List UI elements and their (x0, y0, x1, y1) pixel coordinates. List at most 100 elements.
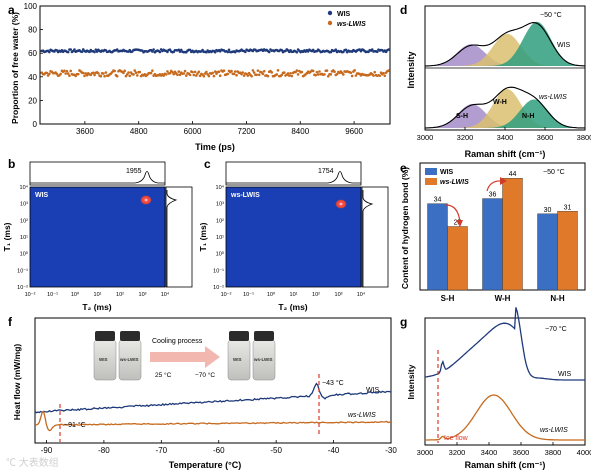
panel-d-label-top: WIS (557, 42, 571, 49)
y-tick-label: 80 (28, 26, 37, 35)
x-tick-label: 10⁰ (71, 291, 80, 298)
category-label: W-H (495, 294, 511, 303)
data-point (252, 71, 256, 74)
data-point (149, 71, 153, 75)
data-point (276, 69, 280, 72)
cooling-from: 25 °C (155, 371, 172, 379)
panel-c-letter: c (204, 157, 211, 171)
panel-f-letter: f (8, 315, 13, 329)
data-point (158, 50, 162, 54)
category-label: S-H (441, 294, 455, 303)
data-point (227, 48, 231, 52)
data-point (316, 73, 320, 76)
panel-d-ylabel: Intensity (406, 51, 416, 88)
data-point (242, 74, 246, 77)
component-fill (425, 44, 585, 66)
bottle-label-ws: ws-LWIS (253, 357, 273, 362)
data-point (177, 70, 181, 73)
data-point (45, 71, 49, 75)
x-tick-label: 4000 (577, 448, 591, 457)
data-point (318, 70, 321, 73)
data-point (335, 72, 339, 76)
data-point (102, 72, 105, 75)
y-tick-label: 10³ (216, 202, 224, 208)
panel-d-label-bottom: ws-LWIS (539, 94, 567, 101)
x-tick-label: 7200 (238, 127, 256, 136)
data-point (329, 50, 333, 54)
data-point (334, 48, 338, 52)
panel-e-ylabel: Content of hydrogen bond (%) (400, 167, 410, 289)
data-point (244, 50, 247, 54)
data-point (162, 74, 165, 77)
data-point (270, 71, 274, 74)
data-point (213, 50, 217, 54)
y-tick-label: 60 (28, 49, 37, 58)
panel-f: f Heat flow (mW/mg) WIS ws-LWIS WIS ws-L… (8, 315, 397, 470)
data-point (311, 48, 315, 52)
panel-e-temp: −50 °C (543, 168, 565, 176)
data-point (212, 74, 216, 78)
x-tick-label: 3000 (417, 133, 434, 142)
bar (447, 226, 468, 291)
data-point (354, 74, 358, 77)
panel-d: d Intensity −50 °C WIS ws-LWIS S-H W-H N… (400, 3, 591, 159)
x-tick-label: 10⁴ (357, 291, 366, 298)
data-point (344, 48, 348, 52)
data-point (267, 50, 271, 54)
data-point (63, 69, 66, 73)
x-tick-label: -90 (41, 446, 53, 455)
data-point (255, 73, 258, 77)
data-point (382, 71, 385, 75)
panel-e-arrowhead-wh (500, 177, 507, 185)
legend-marker (327, 20, 333, 26)
data-point (166, 50, 169, 54)
x-tick-label: 3200 (449, 448, 466, 457)
x-tick-label: 10² (312, 292, 320, 298)
y-tick-label: 10² (20, 218, 28, 224)
data-point (68, 74, 71, 78)
legend-label: ws-LWIS (440, 179, 469, 186)
panel-f-ann-43: −43 °C (322, 379, 344, 387)
component-fill (425, 104, 585, 128)
data-point (69, 69, 72, 73)
data-point (93, 73, 96, 77)
x-tick-label: 10³ (139, 292, 147, 298)
data-point (134, 71, 138, 74)
data-point (222, 69, 226, 73)
data-point (233, 70, 237, 73)
panel-f-frame (34, 317, 392, 444)
panel-d-xlabel: Raman shift (cm⁻¹) (465, 149, 546, 159)
panel-a-legend: WIS ws-LWIS (327, 10, 366, 28)
cooling-label: Cooling process (152, 338, 203, 345)
panel-g-ticks: 3000 3200 3400 3600 3800 4000 (417, 442, 591, 457)
data-point (48, 50, 51, 54)
panel-f-ticks: -90 -80 -70 -60 -50 -40 -30 (41, 440, 397, 455)
data-point (333, 70, 336, 74)
y-tick-label: 40 (28, 73, 37, 82)
data-point (66, 72, 70, 75)
x-tick-label: -80 (98, 446, 110, 455)
data-point (198, 74, 202, 78)
panel-b-series-label: WIS (35, 192, 49, 199)
x-tick-label: -70 (156, 446, 168, 455)
panel-a-xlabel: Time (ps) (195, 142, 235, 152)
data-point (191, 70, 194, 74)
data-point (256, 69, 260, 72)
component-fill (425, 21, 585, 66)
data-point (262, 69, 266, 73)
x-tick-label: 3000 (417, 448, 434, 457)
data-point (128, 74, 132, 78)
bar (557, 211, 578, 291)
data-point (315, 70, 319, 74)
data-point (122, 71, 125, 75)
panel-d-top-spectrum (425, 21, 586, 67)
panel-b-peak-label: 1955 (126, 168, 142, 175)
data-point (188, 73, 192, 77)
x-tick-label: -50 (270, 446, 282, 455)
panel-e-arrow-sh (445, 204, 461, 223)
panel-g-xlabel: Raman shift (cm⁻¹) (465, 460, 546, 470)
data-point (76, 72, 80, 76)
panel-b-top-trace (30, 171, 165, 184)
data-point (295, 50, 299, 54)
y-tick-label: 10¹ (216, 235, 224, 241)
